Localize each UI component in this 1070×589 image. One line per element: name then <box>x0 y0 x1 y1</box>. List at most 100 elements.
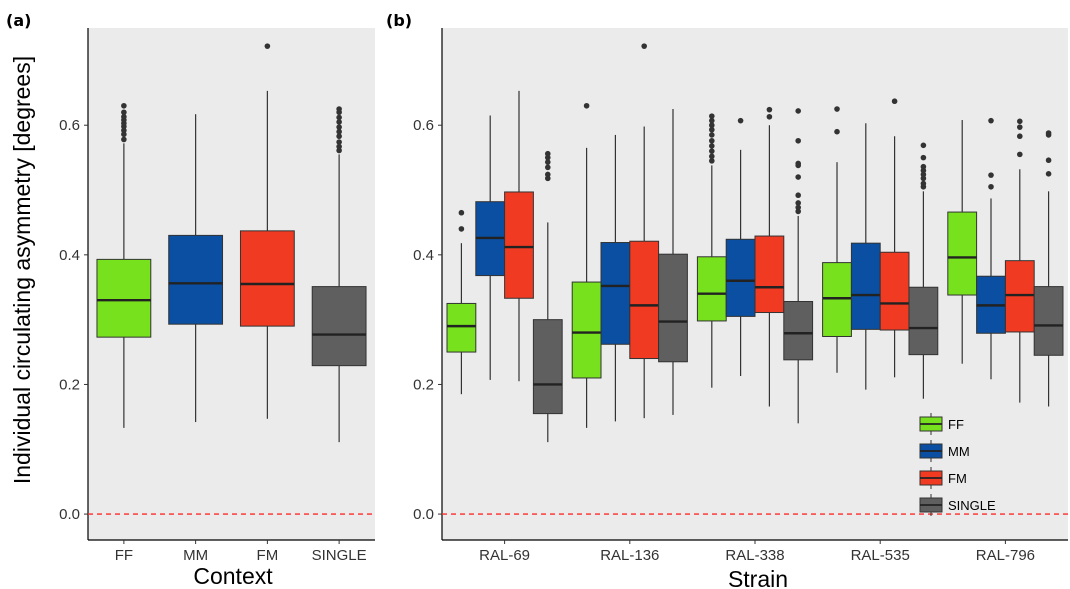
y-tick-label: 0.2 <box>413 376 434 393</box>
x-axis-title-context: Context <box>193 563 273 589</box>
y-tick-label: 0.6 <box>413 117 434 134</box>
outlier-point <box>121 131 127 138</box>
outlier-point <box>795 200 801 206</box>
outlier-point <box>988 117 994 124</box>
outlier-point <box>737 117 744 124</box>
outlier-point <box>336 133 342 140</box>
outlier-point <box>795 208 801 215</box>
outlier-point <box>709 132 715 138</box>
legend-item-fm: FM <box>919 467 967 489</box>
outlier-point <box>336 124 342 130</box>
box-iqr <box>446 302 477 353</box>
box-ral-535-ff <box>822 106 852 373</box>
outlier-point <box>336 143 342 150</box>
outlier-point <box>336 106 342 112</box>
outlier-point <box>1045 157 1052 164</box>
outlier-point <box>544 154 551 161</box>
outlier-point <box>544 175 551 182</box>
outlier-point <box>121 127 127 134</box>
outlier-point <box>920 154 927 161</box>
box-ral-535-mm <box>850 123 881 390</box>
box-iqr <box>822 262 852 337</box>
outlier-point <box>121 136 127 143</box>
x-tick-label: RAL-535 <box>851 547 910 564</box>
outlier-point <box>336 114 342 121</box>
outlier-point <box>458 226 465 232</box>
y-tick-label: 0.6 <box>59 117 80 134</box>
box-iqr <box>908 286 939 356</box>
x-tick-label: FF <box>115 547 133 564</box>
outlier-point <box>891 98 898 105</box>
outlier-point <box>336 147 342 154</box>
box-iqr <box>504 191 534 299</box>
box-ral-338-mm <box>725 117 756 377</box>
outlier-point <box>795 204 801 211</box>
legend-item-single: SINGLE <box>919 494 996 516</box>
box-ral-796-single <box>1033 130 1064 407</box>
box-ral-338-fm <box>754 106 785 407</box>
box-mm <box>168 114 224 423</box>
box-iqr <box>600 242 631 345</box>
outlier-point <box>709 143 715 149</box>
outlier-point <box>264 43 271 49</box>
outlier-point <box>920 175 927 182</box>
outlier-point <box>795 192 801 199</box>
outlier-point <box>795 174 801 180</box>
outlier-point <box>709 113 715 119</box>
outlier-point <box>336 119 342 125</box>
outlier-point <box>920 142 927 149</box>
outlier-point <box>766 113 773 120</box>
outlier-point <box>795 108 801 114</box>
outlier-point <box>641 43 647 49</box>
y-tick-label: 0.4 <box>413 247 434 264</box>
panel-label-b: (b) <box>386 11 412 30</box>
outlier-point <box>834 106 840 112</box>
x-tick-label: RAL-796 <box>976 547 1035 564</box>
outlier-point <box>920 163 927 170</box>
legend-item-ff: FF <box>919 413 964 435</box>
box-ff <box>96 102 152 428</box>
box-iqr <box>850 242 881 330</box>
box-iqr <box>783 300 814 361</box>
outlier-point <box>709 126 715 133</box>
box-ral-69-mm <box>475 115 506 380</box>
box-iqr <box>879 251 910 331</box>
outlier-point <box>544 159 551 165</box>
legend-label: FF <box>948 417 964 432</box>
outlier-point <box>920 180 927 187</box>
outlier-point <box>709 153 715 160</box>
outlier-point <box>1016 118 1023 125</box>
box-iqr <box>168 234 224 325</box>
outlier-point <box>920 171 927 178</box>
x-tick-label: RAL-338 <box>725 547 784 564</box>
outlier-point <box>709 117 715 124</box>
x-tick-label: RAL-136 <box>600 547 659 564</box>
x-tick-label: FM <box>257 547 279 564</box>
panel-a-context-boxplot: 0.0 0.2 0.4 0.6 FF MM FM SINGLE <box>59 28 375 564</box>
outlier-point <box>336 139 342 145</box>
outlier-point <box>544 171 551 178</box>
box-iqr <box>947 211 978 296</box>
legend-label: MM <box>948 444 970 459</box>
legend-label: SINGLE <box>948 498 996 513</box>
legend: FF MM FM SINGLE <box>919 413 996 516</box>
box-ral-69-ff <box>446 209 477 395</box>
outlier-point <box>795 160 801 167</box>
panel-label-a: (a) <box>6 11 31 30</box>
box-iqr <box>696 256 727 322</box>
box-single <box>311 106 367 443</box>
outlier-point <box>1016 133 1023 140</box>
outlier-point <box>766 106 773 113</box>
outlier-point <box>121 109 127 116</box>
box-ral-796-fm <box>1004 118 1035 403</box>
box-iqr <box>311 286 367 367</box>
box-ral-136-mm <box>600 134 631 422</box>
x-tick-label: MM <box>183 547 208 564</box>
box-iqr <box>658 253 688 363</box>
y-tick-label: 0.0 <box>59 506 80 523</box>
outlier-point <box>121 102 127 109</box>
panel-b-strain-boxplot: 0.0 0.2 0.4 0.6 RAL-69 RAL-136 RAL-338 RAL-535 R… <box>413 28 1068 564</box>
outlier-point <box>544 150 551 157</box>
x-tick-label: RAL-69 <box>479 547 530 564</box>
